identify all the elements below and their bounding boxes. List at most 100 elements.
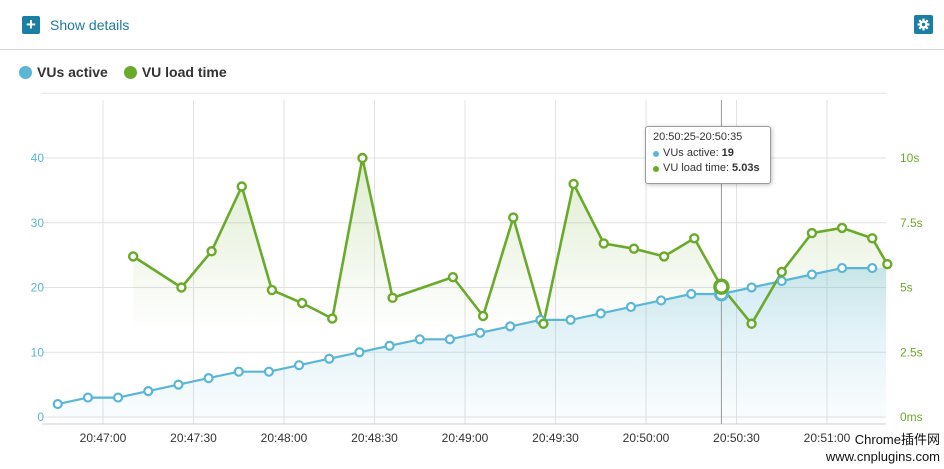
- vu-load-time-point: [266, 284, 278, 296]
- chart-legend: VUs active VU load time: [19, 62, 243, 82]
- vus-active-point: [746, 282, 757, 293]
- vus-active-point: [293, 360, 305, 371]
- x-tick-label: 20:49:30: [532, 431, 579, 445]
- vu-load-time-point: [776, 266, 787, 278]
- tooltip-dot-vus-active: [653, 150, 659, 157]
- vu-load-time-point: [806, 227, 818, 239]
- vus-active-point: [52, 398, 63, 410]
- vu-load-time-point: [598, 238, 609, 249]
- vus-active-point: [203, 373, 214, 384]
- legend-swatch-vus-active: [19, 65, 32, 79]
- y-right-tick-label: 2.5s: [900, 345, 923, 359]
- show-details-label: Show details: [50, 17, 130, 33]
- x-tick-label: 20:47:30: [170, 431, 217, 445]
- toolbar: + Show details: [0, 0, 944, 50]
- vus-active-point: [354, 347, 365, 358]
- show-details-toggle[interactable]: + Show details: [22, 14, 129, 36]
- vus-active-point: [565, 314, 576, 325]
- vu-load-time-point: [508, 212, 519, 223]
- y-right-tick-label: 0ms: [900, 410, 923, 424]
- y-left-tick-label: 30: [31, 216, 45, 230]
- vus-active-point: [263, 366, 275, 377]
- watermark: Chrome插件网 www.cnplugins.com: [800, 431, 940, 465]
- tooltip-row-vu-load-time: VU load time: 5.03s: [653, 161, 763, 176]
- legend-label-vus-active: VUs active: [37, 64, 108, 80]
- vus-active-point: [444, 334, 456, 345]
- chart-tooltip: 20:50:25-20:50:35 VUs active: 19 VU load…: [645, 126, 771, 184]
- vus-active-point: [324, 353, 335, 364]
- vu-load-time-point: [176, 282, 187, 293]
- legend-item-vus-active[interactable]: VUs active: [19, 64, 108, 80]
- vus-active-point: [112, 392, 124, 403]
- vu-load-time-point: [387, 292, 398, 304]
- vus-active-point: [505, 321, 516, 332]
- y-left-tick-label: 0: [37, 410, 44, 424]
- y-right-tick-label: 10s: [900, 151, 919, 165]
- tooltip-label-vus-active: VUs active:: [663, 147, 719, 159]
- vu-load-time-point: [538, 318, 549, 329]
- vus-active-point: [173, 379, 184, 390]
- vus-active-point: [867, 262, 878, 274]
- tooltip-label-vu-load-time: VU load time:: [663, 162, 730, 174]
- vu-load-time-point: [447, 271, 459, 283]
- vu-load-time-point: [296, 297, 308, 309]
- vu-load-time-point: [236, 181, 247, 192]
- vu-load-time-point: [206, 246, 217, 257]
- vu-load-time-area: [133, 158, 888, 330]
- vus-active-point: [806, 269, 818, 280]
- vu-load-time-point: [127, 251, 139, 262]
- vus-active-point: [474, 327, 486, 338]
- vu-load-time-point: [658, 251, 670, 262]
- vu-load-time-point: [477, 310, 489, 322]
- vus-active-point: [414, 334, 425, 345]
- vus-active-point: [82, 392, 94, 403]
- vus-active-point: [836, 262, 848, 274]
- tooltip-dot-vu-load-time: [653, 165, 659, 172]
- vus-active-line: [57, 267, 873, 406]
- x-tick-label: 20:47:00: [80, 431, 127, 445]
- x-tick-label: 20:50:00: [623, 431, 670, 445]
- legend-label-vu-load-time: VU load time: [141, 64, 227, 80]
- y-left-tick-label: 10: [31, 345, 45, 359]
- vu-load-time-point: [689, 233, 700, 244]
- y-right-tick-label: 5s: [900, 281, 913, 295]
- settings-button[interactable]: [914, 15, 933, 34]
- vu-load-time-point: [836, 222, 848, 234]
- tooltip-row-vus-active: VUs active: 19: [653, 146, 763, 161]
- vus-active-point: [384, 340, 395, 351]
- tooltip-value-vus-active: 19: [721, 147, 734, 159]
- vu-load-time-point: [568, 178, 579, 190]
- vus-active-point: [625, 301, 637, 313]
- y-left-tick-label: 20: [31, 281, 45, 295]
- vu-load-time-point: [713, 278, 730, 295]
- y-left-tick-label: 40: [31, 151, 45, 165]
- watermark-line-1: Chrome插件网: [854, 432, 940, 447]
- vus-active-point: [686, 288, 697, 300]
- vus-active-point: [595, 308, 606, 319]
- vu-load-time-point: [357, 152, 368, 164]
- vu-load-time-point: [867, 233, 878, 244]
- x-tick-label: 20:50:30: [713, 431, 760, 445]
- plus-icon: +: [22, 16, 40, 34]
- tooltip-value-vu-load-time: 5.03s: [732, 162, 760, 174]
- watermark-line-2: www.cnplugins.com: [825, 449, 940, 464]
- vu-load-time-point: [327, 313, 338, 324]
- vus-active-point: [776, 275, 787, 287]
- y-right-tick-label: 7.5s: [900, 216, 923, 230]
- x-tick-label: 20:49:00: [442, 431, 489, 445]
- gear-icon: [917, 18, 930, 31]
- vu-load-time-point: [746, 318, 757, 329]
- x-tick-label: 20:48:30: [351, 431, 398, 445]
- vus-active-area: [57, 268, 886, 424]
- legend-swatch-vu-load-time: [123, 65, 137, 79]
- x-tick-label: 20:51:00: [804, 431, 851, 445]
- vu-load-time-point: [882, 258, 893, 270]
- vus-active-point: [233, 366, 244, 377]
- vus-active-point: [655, 295, 667, 306]
- x-tick-label: 20:48:00: [261, 431, 308, 445]
- tooltip-title: 20:50:25-20:50:35: [653, 131, 743, 143]
- vu-load-time-point: [628, 243, 640, 254]
- legend-item-vu-load-time[interactable]: VU load time: [123, 64, 227, 80]
- vus-active-point: [143, 386, 154, 397]
